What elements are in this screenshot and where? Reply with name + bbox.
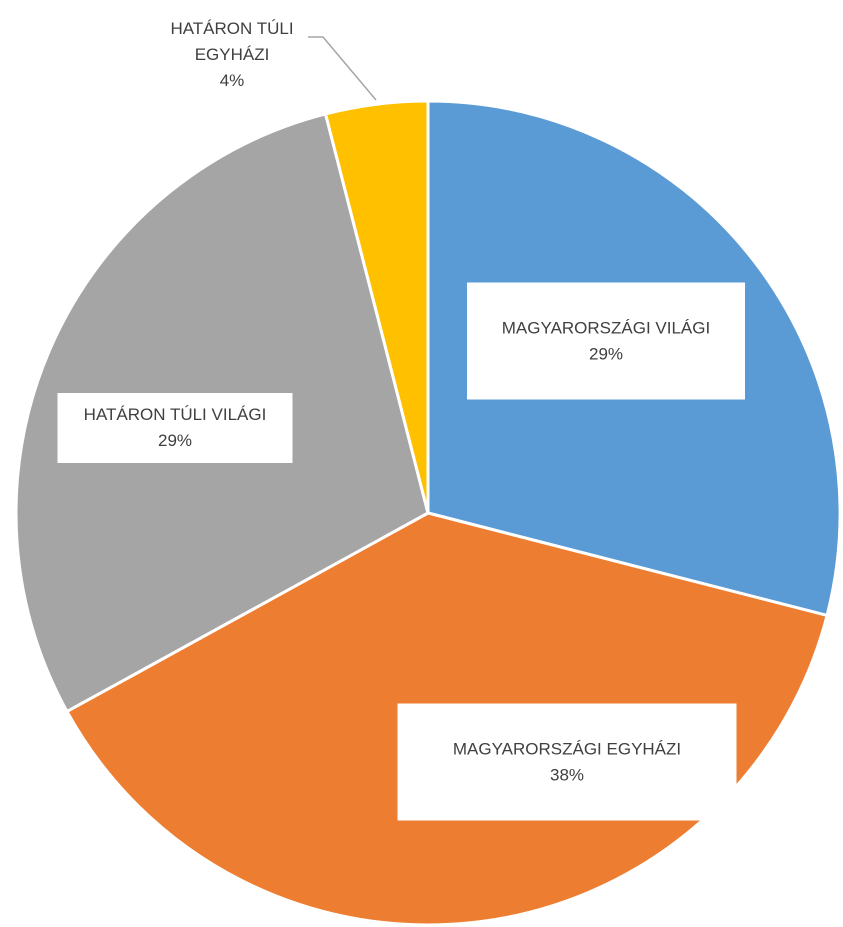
data-label: HATÁRON TÚLI VILÁGI 29% [57, 393, 293, 463]
value-label: 29% [157, 431, 193, 450]
data-label: HATÁRON TÚLI EGYHÁZI 4% [147, 16, 317, 94]
data-label: MAGYARORSZÁGI EGYHÁZI 38% [397, 703, 737, 821]
data-label: MAGYARORSZÁGI VILÁGI 29% [467, 282, 745, 400]
category-label: MAGYARORSZÁGI VILÁGI [501, 318, 711, 337]
pie-slice [324, 99, 430, 515]
category-label: HATÁRON TÚLI VILÁGI [83, 405, 267, 424]
category-label: MAGYARORSZÁGI EGYHÁZI [452, 739, 682, 758]
value-label: 4% [219, 71, 245, 90]
category-label: HATÁRON TÚLI EGYHÁZI [170, 19, 294, 64]
value-label: 29% [588, 344, 624, 363]
leader-line [308, 36, 377, 101]
value-label: 38% [549, 765, 585, 784]
